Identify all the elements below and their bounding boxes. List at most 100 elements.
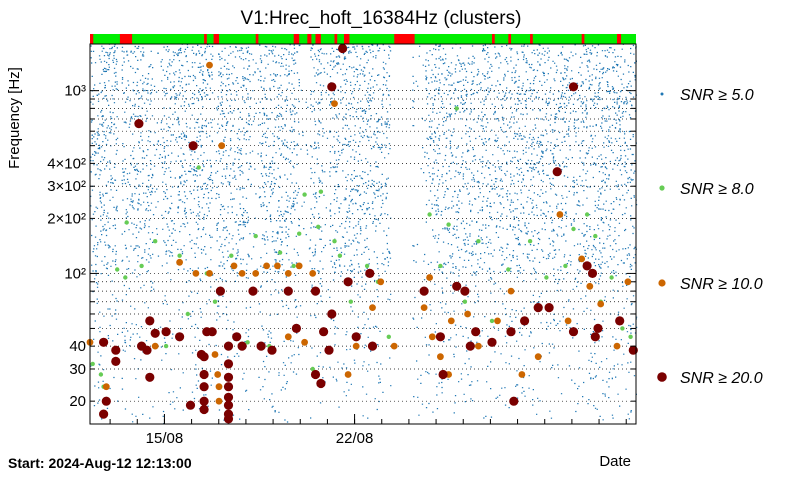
data-point <box>295 262 303 270</box>
data-point <box>386 334 391 339</box>
segment-off <box>616 34 622 44</box>
data-point <box>426 274 433 281</box>
data-point <box>476 239 481 244</box>
data-point <box>327 82 337 92</box>
data-point <box>587 268 598 278</box>
data-point <box>316 378 326 389</box>
data-point <box>556 211 564 218</box>
data-point <box>238 270 246 277</box>
segment-off <box>492 34 495 44</box>
data-point <box>582 261 592 271</box>
x-tick-label: 22/08 <box>336 430 374 447</box>
segment-off <box>530 34 533 44</box>
data-point <box>316 224 321 229</box>
data-point <box>427 212 432 217</box>
data-point <box>568 327 579 337</box>
data-point <box>111 356 121 366</box>
segment-off <box>204 34 207 44</box>
data-point <box>390 342 398 350</box>
data-point <box>615 316 625 326</box>
data-point <box>206 270 213 277</box>
data-point <box>365 268 375 278</box>
data-point <box>534 353 542 361</box>
data-point <box>628 345 638 355</box>
data-point <box>188 141 198 151</box>
data-point <box>628 334 633 339</box>
data-point <box>185 311 190 317</box>
data-point <box>520 316 530 326</box>
data-point <box>506 327 516 337</box>
data-point <box>593 323 603 333</box>
legend-marker <box>658 279 666 287</box>
data-point <box>161 327 171 337</box>
data-point <box>163 343 169 349</box>
segment-off <box>307 34 312 44</box>
data-point <box>367 341 378 351</box>
data-point <box>153 239 158 244</box>
data-point <box>192 270 200 277</box>
data-point <box>223 382 234 392</box>
data-points <box>86 43 638 424</box>
x-tick-label: 15/08 <box>146 430 184 447</box>
chart-title: V1:Hrec_hoft_16384Hz (clusters) <box>241 8 522 29</box>
data-point <box>245 340 250 345</box>
data-point <box>344 371 352 378</box>
data-point <box>267 345 277 355</box>
data-point <box>232 332 242 342</box>
data-point <box>337 253 343 258</box>
data-point <box>277 250 283 255</box>
data-point <box>446 222 451 227</box>
data-point <box>212 299 218 304</box>
data-point <box>620 326 625 331</box>
legend-marker <box>660 92 664 96</box>
data-point <box>438 369 448 380</box>
data-point <box>318 189 324 194</box>
data-point <box>237 341 247 351</box>
y-tick-label: 2×10² <box>47 210 86 227</box>
y-tick-label: 40 <box>69 338 86 355</box>
data-point <box>309 270 317 277</box>
legend-marker <box>659 185 665 191</box>
data-point <box>256 341 266 351</box>
data-point <box>177 253 182 258</box>
data-point <box>199 396 209 406</box>
data-point <box>332 239 337 244</box>
data-point <box>134 119 144 129</box>
y-tick-label: 10³ <box>64 83 86 100</box>
data-point <box>527 239 533 244</box>
data-point <box>101 396 111 406</box>
data-point <box>475 342 482 350</box>
data-point <box>151 342 159 350</box>
legend-marker <box>657 372 667 382</box>
data-point <box>464 310 471 318</box>
data-point <box>229 253 234 258</box>
data-point <box>518 371 526 378</box>
data-point <box>223 359 234 369</box>
data-point <box>99 409 109 419</box>
data-point <box>206 61 213 69</box>
legend-label: SNR ≥ 10.0 <box>680 276 763 293</box>
data-point <box>568 82 579 92</box>
data-point <box>223 392 234 402</box>
data-point <box>509 396 519 406</box>
data-point <box>369 304 376 311</box>
data-point <box>196 165 201 170</box>
data-point <box>214 371 222 378</box>
data-point <box>99 337 109 347</box>
legend-label: SNR ≥ 8.0 <box>680 181 754 198</box>
legend-label: SNR ≥ 5.0 <box>680 87 754 104</box>
plot-frame <box>89 43 637 425</box>
data-point <box>218 142 226 150</box>
data-point <box>185 400 196 410</box>
data-point <box>199 352 209 362</box>
start-time-label: Start: 2024-Aug-12 12:13:00 <box>8 455 192 471</box>
data-point <box>223 400 234 410</box>
data-point <box>597 300 605 308</box>
data-point <box>199 382 209 392</box>
data-point <box>215 286 225 296</box>
background-density <box>90 43 638 425</box>
density-dots <box>90 43 638 425</box>
data-point <box>454 106 459 111</box>
segment-off <box>315 34 321 44</box>
